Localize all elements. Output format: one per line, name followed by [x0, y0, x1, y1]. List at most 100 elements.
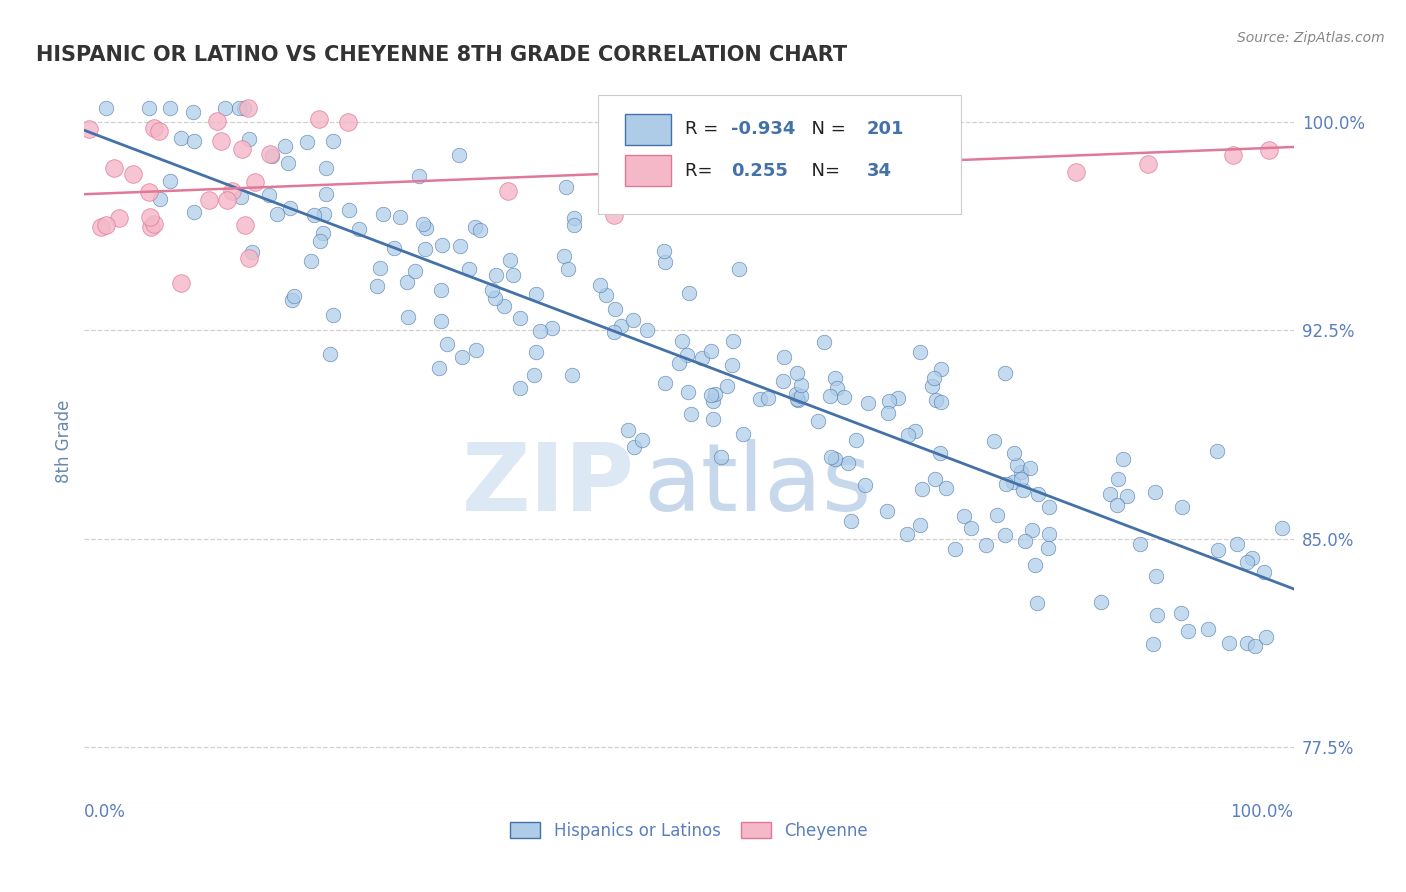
Point — [312, 207, 335, 221]
Point — [1241, 550, 1264, 565]
Point — [1254, 630, 1277, 644]
Point — [198, 193, 221, 207]
Point — [896, 527, 918, 541]
Point — [496, 185, 519, 199]
Point — [813, 335, 835, 350]
Point — [1005, 458, 1028, 473]
Point — [1010, 472, 1032, 486]
Point — [924, 472, 946, 486]
Point — [430, 238, 453, 252]
Point — [526, 345, 548, 359]
Point — [1002, 446, 1025, 460]
Point — [676, 384, 699, 399]
Point — [823, 193, 845, 207]
Point — [259, 146, 281, 161]
Point — [1064, 165, 1087, 179]
Point — [436, 336, 458, 351]
Point — [494, 299, 516, 313]
Point — [721, 359, 744, 373]
Point — [427, 360, 450, 375]
Point — [690, 351, 713, 366]
Point — [922, 371, 945, 385]
Point — [308, 234, 330, 248]
Point — [772, 374, 794, 388]
Point — [138, 185, 160, 199]
Point — [1026, 596, 1049, 610]
Text: 0.255: 0.255 — [731, 161, 789, 179]
Point — [994, 366, 1017, 380]
Point — [108, 211, 131, 225]
Point — [1142, 637, 1164, 651]
Point — [170, 276, 193, 290]
Point — [603, 325, 626, 339]
Point — [382, 241, 405, 255]
Point — [523, 368, 546, 383]
Point — [529, 324, 551, 338]
Text: 0.0%: 0.0% — [84, 803, 127, 821]
Point — [820, 450, 842, 465]
Point — [451, 351, 474, 365]
Point — [509, 311, 531, 326]
Point — [142, 217, 165, 231]
Point — [315, 161, 337, 175]
Point — [876, 406, 898, 420]
Point — [311, 226, 333, 240]
Point — [209, 134, 232, 148]
Point — [839, 514, 862, 528]
Point — [1206, 443, 1229, 458]
Point — [748, 392, 770, 406]
Point — [832, 390, 855, 404]
Point — [1116, 489, 1139, 503]
Point — [671, 334, 693, 348]
Point — [308, 112, 330, 126]
Point — [652, 244, 675, 259]
Point — [373, 207, 395, 221]
Point — [266, 207, 288, 221]
Point — [995, 477, 1018, 491]
Point — [1271, 521, 1294, 535]
Point — [924, 393, 946, 408]
FancyBboxPatch shape — [599, 95, 962, 214]
Point — [121, 167, 143, 181]
Point — [621, 312, 644, 326]
Point — [138, 101, 160, 115]
Point — [702, 412, 724, 426]
Point — [886, 391, 908, 405]
Point — [929, 446, 952, 460]
Point — [205, 114, 228, 128]
Point — [183, 205, 205, 219]
FancyBboxPatch shape — [624, 155, 671, 186]
Point — [1244, 639, 1267, 653]
Point — [524, 287, 547, 301]
Point — [413, 242, 436, 256]
Point — [824, 451, 846, 466]
Point — [430, 283, 453, 297]
Point — [278, 201, 301, 215]
Point — [1024, 558, 1046, 573]
Point — [911, 482, 934, 496]
Point — [710, 450, 733, 464]
Point — [103, 161, 125, 175]
Point — [412, 217, 434, 231]
Point — [786, 393, 808, 408]
Point — [94, 101, 117, 115]
Point — [149, 192, 172, 206]
Point — [1112, 451, 1135, 466]
Point — [676, 348, 699, 362]
Point — [702, 393, 724, 408]
Point — [562, 218, 585, 232]
Point — [877, 393, 900, 408]
Point — [1171, 500, 1194, 515]
Point — [1129, 537, 1152, 551]
Point — [704, 386, 727, 401]
Point — [876, 504, 898, 518]
Point — [929, 361, 952, 376]
Point — [561, 368, 583, 383]
Point — [366, 278, 388, 293]
Text: atlas: atlas — [643, 439, 872, 531]
Point — [668, 356, 690, 370]
Point — [347, 222, 370, 236]
Point — [240, 244, 263, 259]
Point — [1222, 148, 1244, 162]
Point — [617, 423, 640, 437]
